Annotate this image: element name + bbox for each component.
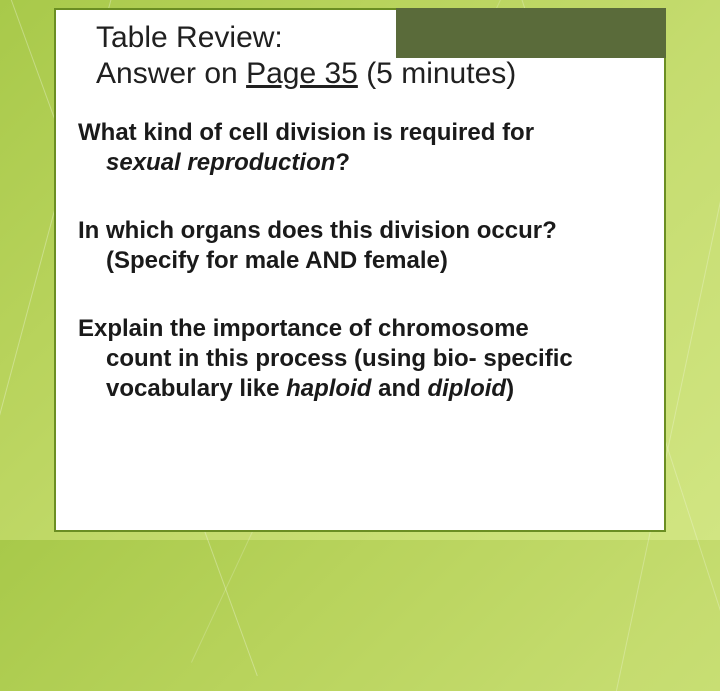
q3-line2: count in this process (using bio- specif… bbox=[78, 344, 634, 374]
q3-em2: diploid bbox=[427, 375, 506, 402]
q3-mid: and bbox=[371, 375, 427, 402]
question-1: What kind of cell division is required f… bbox=[78, 118, 634, 178]
slide-title: Table Review: Answer on Page 35 (5 minut… bbox=[96, 20, 644, 92]
title-line-1: Table Review: bbox=[96, 20, 644, 56]
q3-line1: Explain the importance of chromosome bbox=[78, 315, 529, 342]
title-prefix: Answer on bbox=[96, 57, 246, 90]
title-line-2: Answer on Page 35 (5 minutes) bbox=[96, 56, 644, 92]
q3-line3: vocabulary like haploid and diploid) bbox=[78, 374, 634, 404]
title-underlined: Page 35 bbox=[246, 57, 358, 90]
q2-line1: In which organs does this division occur… bbox=[78, 217, 557, 244]
q3-em1: haploid bbox=[286, 375, 371, 402]
slide-card: Table Review: Answer on Page 35 (5 minut… bbox=[54, 8, 666, 532]
title-suffix: (5 minutes) bbox=[358, 57, 516, 90]
q1-em: sexual reproduction bbox=[106, 149, 335, 176]
q1-line1: What kind of cell division is required f… bbox=[78, 119, 534, 146]
q2-line2: (Specify for male AND female) bbox=[78, 246, 634, 276]
q1-line2: sexual reproduction? bbox=[78, 148, 634, 178]
q3-pre: vocabulary like bbox=[106, 375, 286, 402]
q1-after: ? bbox=[335, 149, 350, 176]
slide-body: What kind of cell division is required f… bbox=[78, 118, 634, 442]
question-3: Explain the importance of chromosome cou… bbox=[78, 314, 634, 404]
q3-after: ) bbox=[506, 375, 514, 402]
question-2: In which organs does this division occur… bbox=[78, 216, 634, 276]
